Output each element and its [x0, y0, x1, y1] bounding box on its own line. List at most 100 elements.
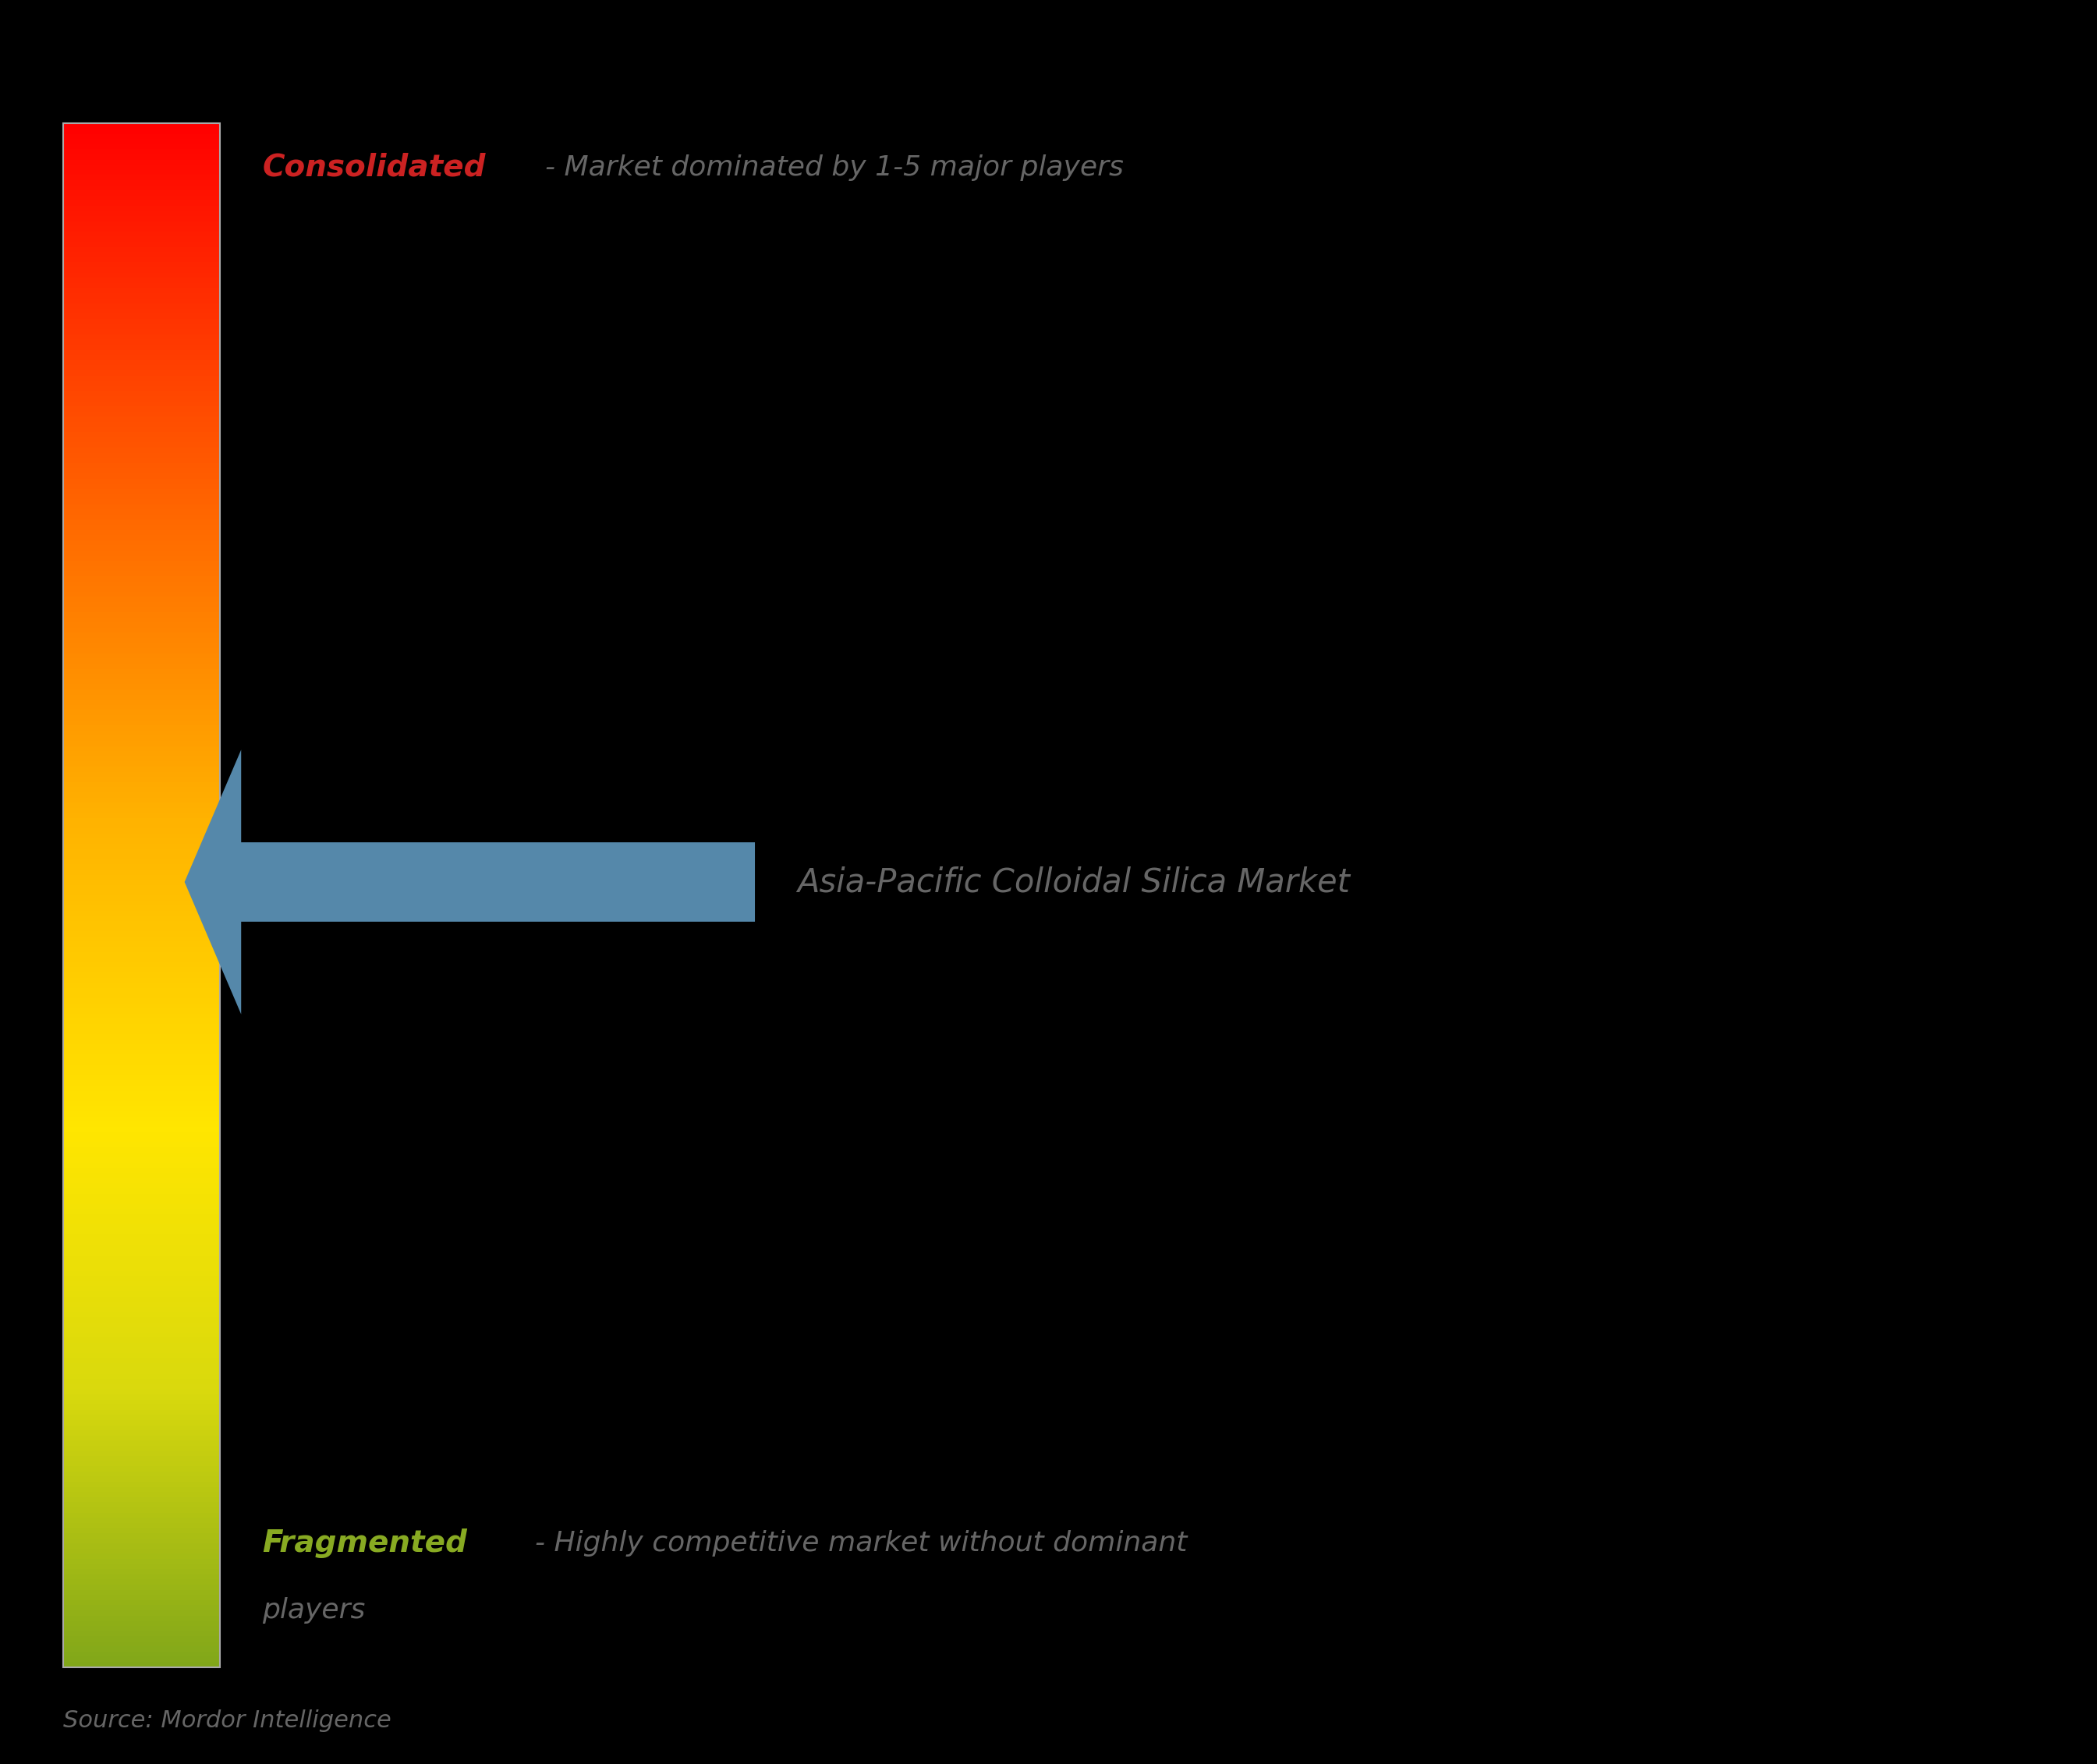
- Bar: [63, 242, 220, 247]
- Bar: [63, 1168, 220, 1173]
- Bar: [63, 175, 220, 180]
- Bar: [63, 1275, 220, 1281]
- Bar: [63, 1055, 220, 1060]
- Bar: [63, 303, 220, 309]
- Bar: [63, 1332, 220, 1337]
- Bar: [63, 1482, 220, 1487]
- Bar: [63, 1420, 220, 1425]
- Bar: [63, 1261, 220, 1265]
- Bar: [63, 1028, 220, 1034]
- Bar: [63, 1307, 220, 1312]
- Bar: [63, 437, 220, 443]
- Bar: [63, 411, 220, 416]
- Bar: [63, 381, 220, 386]
- Bar: [63, 1441, 220, 1446]
- Bar: [63, 309, 220, 314]
- Bar: [63, 1173, 220, 1178]
- Bar: [63, 515, 220, 520]
- Bar: [63, 185, 220, 191]
- Bar: [63, 762, 220, 767]
- Bar: [63, 875, 220, 880]
- Bar: [63, 1147, 220, 1152]
- Bar: [63, 1508, 220, 1512]
- Bar: [63, 1143, 220, 1147]
- Bar: [63, 690, 220, 695]
- Bar: [63, 397, 220, 400]
- Bar: [63, 206, 220, 212]
- Bar: [63, 1353, 220, 1358]
- Bar: [63, 706, 220, 709]
- Bar: [63, 1641, 220, 1646]
- Bar: [63, 1616, 220, 1621]
- Bar: [63, 1095, 220, 1101]
- Bar: [63, 998, 220, 1004]
- Bar: [63, 459, 220, 462]
- Bar: [63, 443, 220, 448]
- Bar: [63, 360, 220, 365]
- Bar: [63, 462, 220, 467]
- Bar: [63, 1327, 220, 1332]
- Bar: [63, 679, 220, 684]
- Bar: [63, 1065, 220, 1071]
- Bar: [63, 1589, 220, 1595]
- Bar: [63, 1219, 220, 1224]
- Bar: [63, 1476, 220, 1482]
- Bar: [63, 1122, 220, 1127]
- Bar: [63, 1409, 220, 1415]
- Bar: [63, 288, 220, 293]
- Bar: [63, 1533, 220, 1538]
- Bar: [63, 1085, 220, 1090]
- Bar: [63, 123, 220, 1667]
- Bar: [63, 1498, 220, 1503]
- Bar: [63, 633, 220, 639]
- Bar: [63, 226, 220, 231]
- Bar: [63, 961, 220, 967]
- Bar: [63, 1138, 220, 1141]
- Bar: [63, 258, 220, 263]
- Bar: [63, 416, 220, 422]
- Bar: [63, 1194, 220, 1200]
- Bar: [63, 886, 220, 891]
- Bar: [63, 773, 220, 776]
- Bar: [63, 1369, 220, 1374]
- Bar: [63, 1364, 220, 1369]
- Bar: [63, 891, 220, 896]
- Bar: [63, 658, 220, 663]
- Bar: [63, 247, 220, 252]
- Bar: [63, 252, 220, 258]
- Bar: [63, 365, 220, 370]
- Bar: [63, 577, 220, 582]
- Text: Fragmented: Fragmented: [262, 1529, 468, 1558]
- Bar: [63, 1626, 220, 1632]
- Bar: [63, 843, 220, 848]
- Bar: [63, 1189, 220, 1194]
- Bar: [63, 123, 220, 129]
- Bar: [63, 1214, 220, 1219]
- Bar: [63, 894, 220, 900]
- Bar: [63, 803, 220, 808]
- Bar: [63, 566, 220, 572]
- Bar: [63, 751, 220, 757]
- Bar: [63, 931, 220, 937]
- Bar: [63, 1471, 220, 1476]
- Bar: [63, 972, 220, 977]
- Bar: [63, 220, 220, 226]
- Bar: [63, 325, 220, 330]
- Bar: [63, 432, 220, 437]
- Bar: [63, 231, 220, 236]
- Text: Consolidated: Consolidated: [262, 153, 487, 182]
- Bar: [63, 586, 220, 591]
- Bar: [63, 757, 220, 762]
- Text: Source: Mordor Intelligence: Source: Mordor Intelligence: [63, 1709, 390, 1732]
- Bar: [63, 1178, 220, 1184]
- Bar: [63, 1559, 220, 1565]
- Bar: [63, 349, 220, 355]
- Bar: [63, 561, 220, 566]
- Bar: [63, 1579, 220, 1584]
- Bar: [63, 155, 220, 159]
- Bar: [63, 854, 220, 859]
- Bar: [63, 1446, 220, 1450]
- Bar: [63, 1425, 220, 1431]
- Bar: [63, 1323, 220, 1327]
- Bar: [63, 1549, 220, 1554]
